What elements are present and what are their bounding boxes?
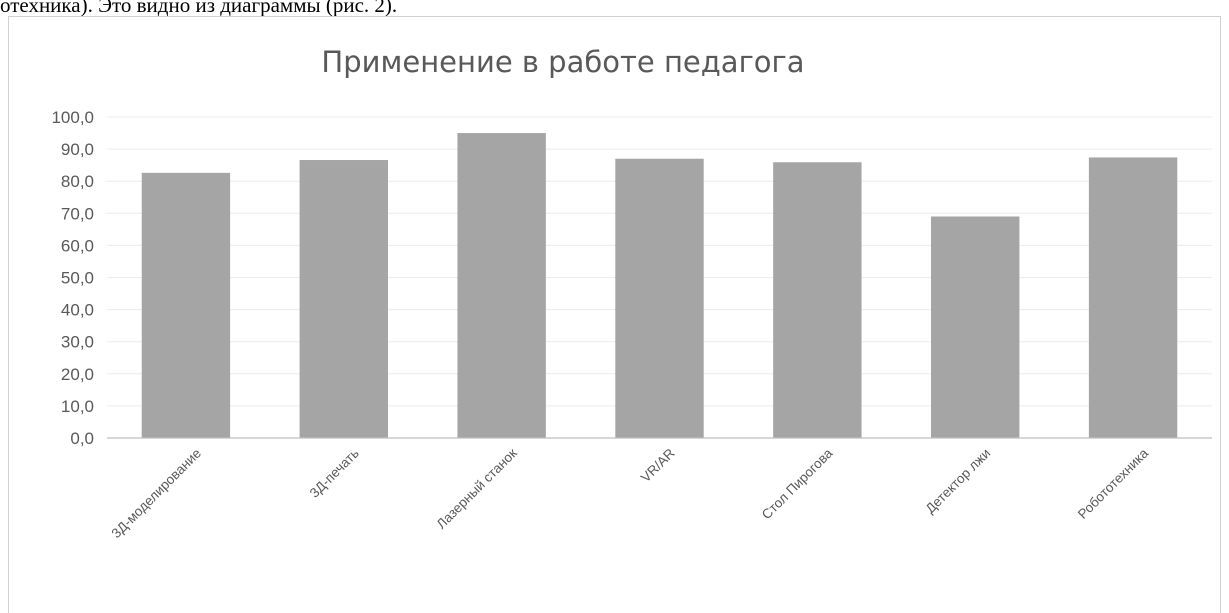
y-tick-label: 30,0 bbox=[61, 333, 94, 352]
y-tick-label: 10,0 bbox=[61, 397, 94, 416]
x-category-label: Лазерный станок bbox=[434, 445, 520, 531]
y-tick-label: 100,0 bbox=[51, 108, 94, 127]
bar bbox=[615, 158, 704, 439]
x-axis-category-labels: 3Д-моделирование 3Д-печать Лазерный станок… bbox=[109, 445, 1152, 541]
x-category-label: Детектор лжи bbox=[923, 446, 994, 517]
y-tick-label: 40,0 bbox=[61, 301, 94, 320]
x-category-label: 3Д-моделирование bbox=[109, 446, 204, 541]
x-category-label: Робототехника bbox=[1075, 445, 1152, 522]
y-tick-label: 70,0 bbox=[61, 204, 94, 223]
y-tick-label: 20,0 bbox=[61, 365, 94, 384]
y-tick-label: 50,0 bbox=[61, 269, 94, 288]
bar bbox=[773, 162, 862, 439]
x-category-label: Стол Пирогова bbox=[759, 445, 836, 522]
bar bbox=[457, 133, 546, 439]
y-tick-label: 80,0 bbox=[61, 172, 94, 191]
bar bbox=[299, 160, 388, 438]
y-tick-label: 0,0 bbox=[70, 429, 94, 448]
bar bbox=[141, 172, 231, 438]
bar bbox=[931, 216, 1020, 438]
y-tick-label: 90,0 bbox=[61, 140, 94, 159]
y-tick-label: 60,0 bbox=[61, 236, 94, 255]
document-text-line: отехника). Это видно из диаграммы (рис. … bbox=[0, 0, 398, 17]
x-category-label: 3Д-печать bbox=[307, 446, 362, 501]
bars bbox=[141, 133, 1178, 439]
y-axis-tick-labels: 0,0 10,0 20,0 30,0 40,0 50,0 60,0 70,0 80,0 90,0 1… bbox=[51, 108, 94, 448]
bar bbox=[1088, 157, 1178, 439]
chart-title: Применение в работе педагога bbox=[321, 45, 804, 79]
x-category-label: VR/AR bbox=[638, 445, 678, 485]
